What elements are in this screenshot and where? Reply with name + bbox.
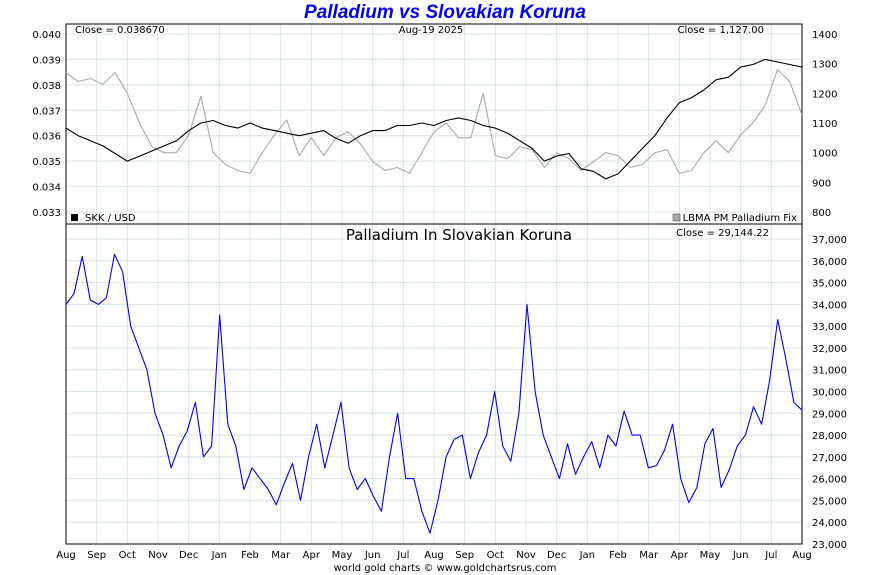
- x-tick-label: Jun: [364, 550, 381, 561]
- x-tick-label: Feb: [241, 550, 259, 561]
- chart-title: Palladium vs Slovakian Koruna: [304, 2, 586, 23]
- bottom-y-tick-label: 31,000: [812, 366, 847, 377]
- left-y-tick-label: 0.039: [32, 55, 61, 66]
- right-y-tick-label: 800: [812, 208, 831, 219]
- x-tick-label: Jul: [764, 550, 777, 561]
- x-tick-label: Jul: [396, 550, 409, 561]
- left-y-tick-label: 0.040: [32, 30, 61, 41]
- bottom-y-tick-label: 32,000: [812, 344, 847, 355]
- x-tick-label: May: [332, 550, 353, 561]
- bottom-y-tick-label: 29,000: [812, 409, 847, 420]
- palladium-skk-series-line: [65, 253, 803, 534]
- bottom-y-tick-label: 27,000: [812, 453, 847, 464]
- x-tick-label: Oct: [119, 550, 136, 561]
- x-tick-label: Aug: [792, 550, 812, 561]
- x-tick-label: Apr: [671, 550, 689, 561]
- x-tick-label: Apr: [303, 550, 321, 561]
- palladium-legend-swatch: [672, 213, 681, 222]
- bottom-y-tick-label: 26,000: [812, 475, 847, 486]
- x-tick-label: Dec: [547, 550, 566, 561]
- bottom-y-tick-label: 33,000: [812, 322, 847, 333]
- skk-legend-swatch: [71, 214, 78, 221]
- right-y-tick-label: 1200: [812, 89, 837, 100]
- x-tick-label: Oct: [487, 550, 504, 561]
- bottom-chart-title: Palladium In Slovakian Koruna: [346, 226, 572, 244]
- left-y-tick-label: 0.034: [32, 183, 61, 194]
- left-y-tick-label: 0.033: [32, 208, 61, 219]
- series-layer: [65, 58, 803, 534]
- bottom-y-tick-label: 24,000: [812, 518, 847, 529]
- x-tick-label: Feb: [609, 550, 627, 561]
- bottom-y-tick-label: 30,000: [812, 388, 847, 399]
- bottom-y-tick-label: 35,000: [812, 279, 847, 290]
- left-y-tick-label: 0.037: [32, 106, 61, 117]
- bottom-panel-frame: [65, 223, 803, 545]
- ratio-close-label: Close = 29,144.22: [676, 228, 769, 239]
- grid: [65, 24, 803, 545]
- x-tick-label: Jan: [579, 550, 595, 561]
- bottom-y-tick-label: 37,000: [812, 235, 847, 246]
- bottom-y-tick-label: 34,000: [812, 300, 847, 311]
- right-y-tick-label: 1300: [812, 60, 837, 71]
- skk-series-line: [65, 58, 803, 180]
- x-tick-label: Jun: [732, 550, 749, 561]
- skk-close-label: Close = 0.038670: [75, 25, 165, 36]
- x-tick-label: Nov: [516, 550, 536, 561]
- panel-frames: [65, 23, 803, 545]
- axis-labels: Aug Sep Oct Nov Dec Jan Feb Mar Apr May Jun Jul Aug S…: [32, 30, 847, 561]
- left-y-tick-label: 0.036: [32, 132, 61, 143]
- date-label: Aug-19 2025: [399, 25, 464, 36]
- x-tick-label: Mar: [271, 550, 291, 561]
- x-tick-label: Nov: [148, 550, 168, 561]
- x-tick-label: May: [700, 550, 721, 561]
- right-y-tick-label: 1100: [812, 119, 837, 130]
- right-y-tick-label: 1400: [812, 30, 837, 41]
- x-tick-label: Dec: [179, 550, 198, 561]
- x-tick-label: Sep: [455, 550, 474, 561]
- bottom-y-tick-label: 25,000: [812, 496, 847, 507]
- palladium-close-label: Close = 1,127.00: [677, 25, 764, 36]
- right-y-tick-label: 1000: [812, 149, 837, 160]
- palladium-series-line: [65, 69, 803, 174]
- bottom-y-tick-label: 28,000: [812, 431, 847, 442]
- bottom-y-tick-label: 23,000: [812, 540, 847, 551]
- x-tick-label: Mar: [639, 550, 659, 561]
- x-tick-label: Sep: [87, 550, 106, 561]
- x-tick-label: Jan: [211, 550, 227, 561]
- left-y-tick-label: 0.035: [32, 157, 61, 168]
- left-y-tick-label: 0.038: [32, 81, 61, 92]
- skk-legend-label: SKK / USD: [85, 213, 136, 224]
- footer-credit: world gold charts © www.goldchartsrus.co…: [333, 563, 557, 574]
- bottom-y-tick-label: 36,000: [812, 257, 847, 268]
- x-tick-label: Aug: [56, 550, 76, 561]
- right-y-tick-label: 900: [812, 178, 831, 189]
- palladium-legend-label: LBMA PM Palladium Fix: [683, 213, 797, 224]
- x-tick-label: Aug: [424, 550, 444, 561]
